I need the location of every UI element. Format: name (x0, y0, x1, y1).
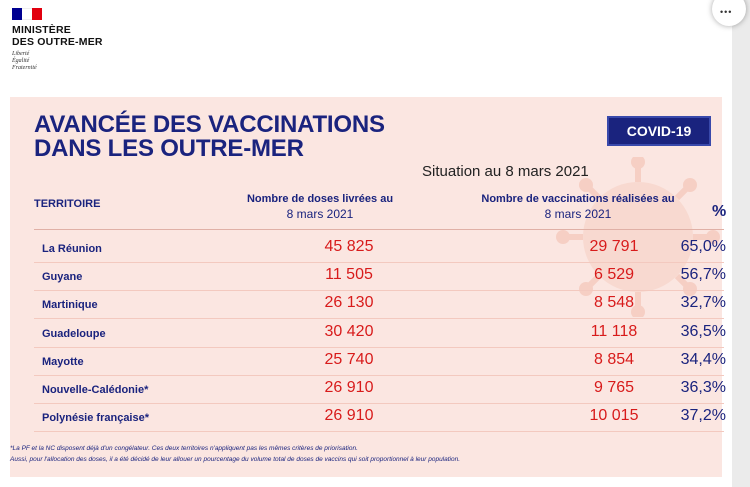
table-row: Mayotte 25 740 8 854 34,4% (34, 347, 726, 376)
doses-value: 26 910 (324, 407, 374, 425)
doses-value: 25 740 (324, 350, 374, 368)
percent-value: 65,0% (680, 238, 726, 255)
ministry-logo: MINISTÈRE DES OUTRE-MER Liberté Égalité … (12, 8, 132, 72)
vaccinations-value: 11 118 (590, 322, 638, 340)
more-options-button[interactable]: ••• (712, 0, 746, 26)
col-header-doses-line1: Nombre de doses livrées au (246, 193, 394, 205)
table-row: Martinique 26 130 8 548 32,7% (34, 290, 726, 320)
ministry-name-line2: DES OUTRE-MER (12, 36, 103, 48)
territory-name: Nouvelle-Calédonie* (42, 384, 149, 396)
percent-value: 32,7% (680, 294, 726, 312)
col-header-doses: Nombre de doses livrées au 8 mars 2021 (220, 193, 420, 221)
territory-name: Martinique (42, 299, 98, 312)
more-dots-icon: ••• (720, 7, 733, 17)
doses-value: 11 505 (325, 266, 373, 284)
header-divider (34, 229, 724, 230)
territory-name: Guyane (42, 271, 83, 284)
doses-value: 26 910 (324, 379, 374, 396)
table-row: La Réunion 45 825 29 791 65,0% (34, 234, 726, 263)
territory-name: Mayotte (42, 355, 84, 368)
percent-value: 36,5% (680, 322, 726, 340)
doses-value: 45 825 (324, 238, 374, 255)
table-row: Guadeloupe 30 420 11 118 36,5% (34, 319, 726, 348)
title-line1: AVANCÉE DES VACCINATIONS (34, 111, 385, 138)
ministry-name-line1: MINISTÈRE (12, 24, 71, 36)
doses-value: 26 130 (324, 294, 374, 312)
doses-value: 30 420 (324, 322, 374, 340)
motto-fraternite: Fraternité (12, 65, 37, 71)
footnote-line1: *La PF et la NC disposent déjà d'un cong… (10, 445, 358, 452)
table-row: Polynésie française* 26 910 10 015 37,2% (34, 403, 726, 433)
col-header-doses-line2: 8 mars 2021 (286, 207, 354, 221)
col-header-pct: % (712, 203, 727, 220)
col-header-territory: TERRITOIRE (34, 198, 101, 210)
percent-value: 34,4% (680, 350, 726, 368)
page-title: AVANCÉE DES VACCINATIONS DANS LES OUTRE-… (34, 113, 385, 161)
virus-icon (556, 157, 720, 317)
percent-value: 36,3% (680, 379, 726, 396)
territory-name: La Réunion (42, 243, 102, 255)
vaccinations-value: 29 791 (589, 238, 639, 255)
title-line2: DANS LES OUTRE-MER (34, 135, 304, 162)
vaccinations-value: 8 548 (593, 294, 635, 312)
motto-liberte: Liberté (12, 51, 30, 57)
col-header-vaccinations: Nombre de vaccinations réalisées au 8 ma… (468, 193, 688, 221)
window-edge (732, 0, 750, 487)
vaccinations-value: 10 015 (589, 407, 639, 425)
covid-badge: COVID-19 (607, 116, 711, 146)
vaccination-panel: AVANCÉE DES VACCINATIONS DANS LES OUTRE-… (10, 97, 726, 477)
footnote-line2: Aussi, pour l'allocation des doses, il a… (10, 456, 461, 463)
table-row: Nouvelle-Calédonie* 26 910 9 765 36,3% (34, 375, 726, 404)
vaccinations-value: 8 854 (593, 350, 635, 368)
percent-value: 37,2% (680, 407, 726, 425)
footnote: *La PF et la NC disposent déjà d'un cong… (10, 443, 730, 465)
french-flag-icon (12, 8, 42, 20)
col-header-vacc-line2: 8 mars 2021 (544, 207, 612, 221)
motto-egalite: Égalité (12, 58, 30, 64)
territory-name: Polynésie française* (42, 412, 150, 425)
vaccinations-value: 6 529 (593, 266, 635, 284)
percent-value: 56,7% (680, 266, 726, 284)
motto: Liberté Égalité Fraternité (12, 51, 132, 72)
col-header-vacc-line1: Nombre de vaccinations réalisées au (481, 193, 675, 205)
table-row: Guyane 11 505 6 529 56,7% (34, 262, 726, 292)
vaccinations-value: 9 765 (593, 379, 635, 396)
territory-name: Guadeloupe (42, 327, 106, 340)
situation-date: Situation au 8 mars 2021 (422, 163, 589, 180)
